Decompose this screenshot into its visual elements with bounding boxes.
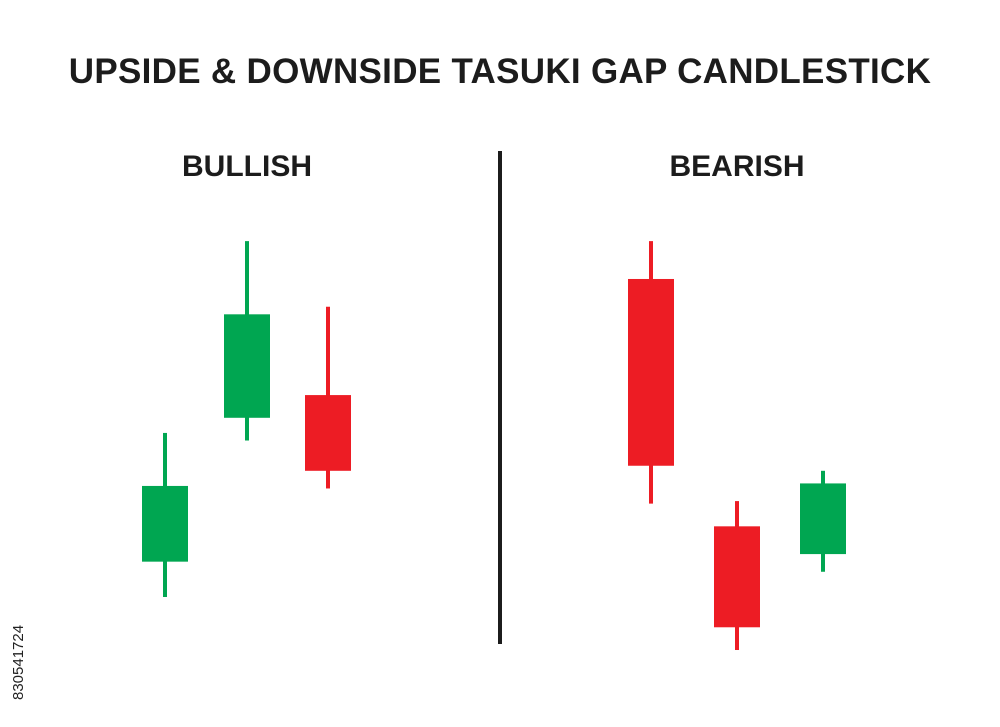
- bearish-candles-group: [628, 241, 846, 651]
- bearish-candle-1-body: [628, 278, 674, 466]
- bearish-panel-title: BEARISH: [669, 150, 805, 183]
- bullish-candles-group: [142, 241, 351, 597]
- bullish-candle-1-body: [142, 485, 188, 562]
- bearish-candle-2-body: [714, 526, 760, 628]
- panel-divider: [498, 151, 502, 644]
- page-title: UPSIDE & DOWNSIDE TASUKI GAP CANDLESTICK: [68, 52, 932, 91]
- bullish-panel-title: BULLISH: [182, 150, 312, 183]
- bullish-candle-2-body: [224, 314, 270, 418]
- bullish-candle-3-body: [305, 395, 351, 471]
- bearish-candle-3-body: [800, 483, 846, 555]
- stock-id-label: 830541724: [10, 624, 27, 700]
